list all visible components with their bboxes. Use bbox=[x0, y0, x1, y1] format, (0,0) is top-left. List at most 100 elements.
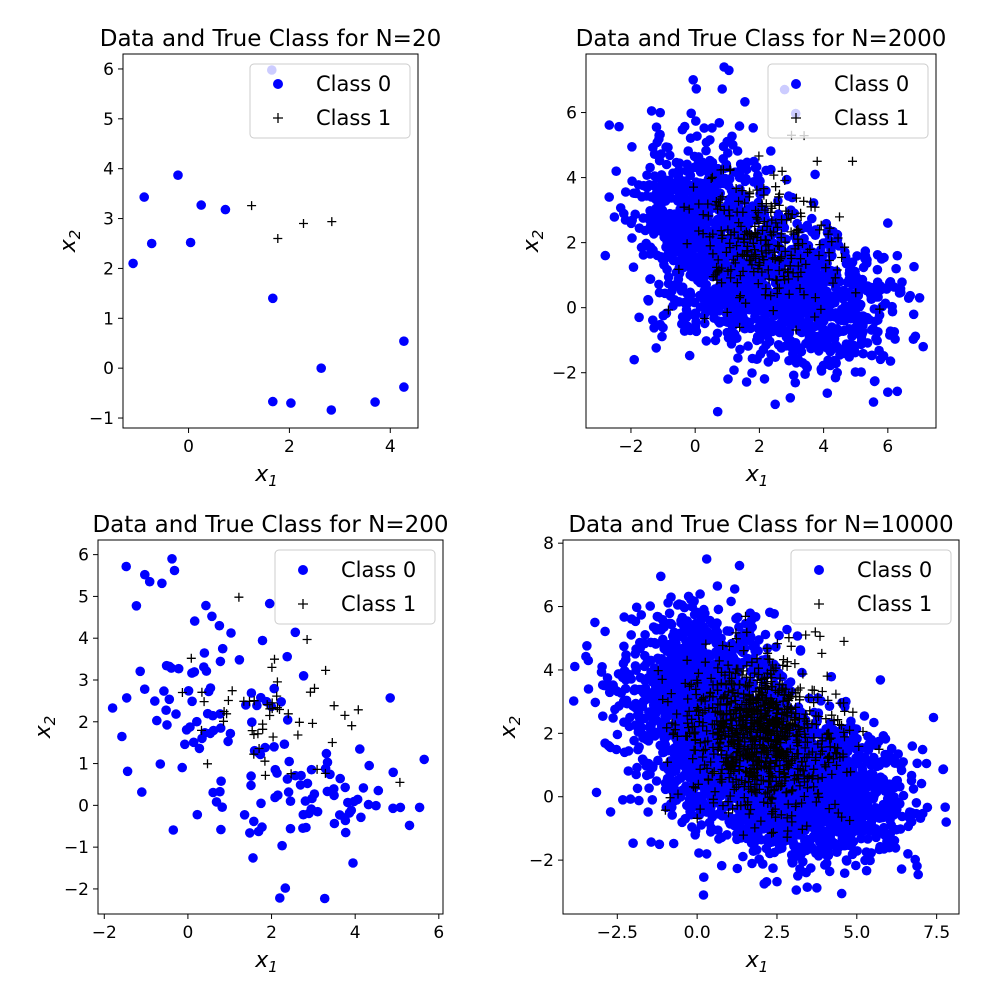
class-0-point bbox=[784, 308, 795, 318]
class-0-point bbox=[815, 287, 825, 298]
class-1-point bbox=[796, 267, 806, 277]
class-0-point bbox=[643, 807, 653, 817]
class-1-point bbox=[770, 199, 780, 208]
class-0-point bbox=[321, 748, 332, 759]
class-0-point bbox=[895, 284, 906, 294]
class-0-point bbox=[869, 376, 880, 387]
class-0-point bbox=[339, 813, 350, 823]
class-0-point bbox=[665, 150, 675, 161]
class-0-point bbox=[695, 589, 705, 599]
class-0-point bbox=[185, 237, 196, 248]
class-0-point bbox=[755, 189, 765, 199]
y-tick-label: 1 bbox=[78, 755, 89, 775]
class-0-point bbox=[131, 601, 142, 611]
class-0-point bbox=[748, 641, 758, 652]
class-0-point bbox=[652, 669, 662, 680]
class-0-point bbox=[663, 272, 674, 282]
class-0-point bbox=[759, 374, 770, 384]
class-0-point bbox=[590, 697, 601, 708]
class-0-point bbox=[878, 351, 889, 361]
class-0-point bbox=[629, 735, 639, 746]
class-0-point bbox=[672, 235, 683, 245]
class-0-point bbox=[648, 245, 658, 255]
legend-label: Class 1 bbox=[834, 106, 909, 130]
class-1-point bbox=[787, 210, 797, 219]
class-1-point bbox=[774, 200, 784, 210]
class-0-point bbox=[890, 334, 900, 344]
scatter-points bbox=[128, 65, 409, 415]
class-1-point bbox=[273, 234, 283, 243]
class-1-point bbox=[682, 239, 692, 249]
class-0-point bbox=[776, 295, 786, 306]
class-1-point bbox=[302, 635, 312, 644]
class-0-point bbox=[268, 293, 278, 304]
class-0-point bbox=[591, 787, 602, 798]
class-0-point bbox=[782, 624, 792, 635]
class-0-point bbox=[799, 254, 809, 265]
class-0-point bbox=[913, 869, 923, 880]
legend-marker-class-1 bbox=[273, 113, 283, 123]
class-0-point bbox=[836, 326, 847, 337]
class-1-point bbox=[716, 226, 726, 236]
class-1-point bbox=[347, 721, 357, 731]
class-0-point bbox=[666, 592, 676, 602]
class-1-point bbox=[700, 314, 710, 323]
class-0-point bbox=[906, 775, 917, 786]
class-0-point bbox=[838, 309, 849, 320]
class-0-point bbox=[282, 715, 293, 725]
class-0-point bbox=[761, 165, 771, 176]
class-0-point bbox=[618, 795, 628, 805]
class-1-point bbox=[791, 325, 801, 335]
class-0-point bbox=[199, 648, 210, 658]
class-1-point bbox=[765, 227, 775, 237]
class-0-point bbox=[239, 810, 250, 820]
class-0-point bbox=[726, 185, 737, 196]
class-0-point bbox=[629, 354, 639, 365]
class-0-point bbox=[714, 834, 724, 844]
class-0-point bbox=[816, 245, 826, 255]
class-1-point bbox=[734, 218, 744, 228]
class-1-point bbox=[254, 744, 264, 753]
x-tick-label: 4 bbox=[818, 437, 829, 457]
class-0-point bbox=[852, 310, 863, 321]
class-0-point bbox=[627, 233, 637, 243]
class-0-point bbox=[643, 693, 653, 704]
class-0-point bbox=[217, 643, 228, 654]
class-1-point bbox=[722, 307, 732, 317]
class-0-point bbox=[885, 356, 896, 366]
class-0-point bbox=[187, 668, 197, 678]
class-1-point bbox=[754, 151, 764, 161]
class-0-point bbox=[636, 242, 647, 253]
class-1-point bbox=[740, 198, 750, 208]
class-0-point bbox=[680, 650, 691, 660]
chart-title: Data and True Class for N=20 bbox=[100, 26, 441, 52]
class-0-point bbox=[719, 316, 730, 327]
class-1-point bbox=[752, 185, 762, 195]
class-0-point bbox=[772, 876, 782, 887]
class-0-point bbox=[806, 329, 816, 340]
class-0-point bbox=[399, 336, 409, 347]
class-0-point bbox=[677, 600, 687, 610]
class-0-point bbox=[161, 705, 171, 715]
class-0-point bbox=[775, 270, 786, 281]
class-0-point bbox=[662, 773, 673, 784]
class-0-point bbox=[880, 298, 891, 309]
class-1-point bbox=[293, 730, 303, 740]
class-1-point bbox=[875, 304, 885, 314]
class-0-point bbox=[717, 84, 727, 94]
class-0-point bbox=[620, 187, 631, 197]
class-0-point bbox=[306, 804, 317, 814]
class-0-point bbox=[678, 701, 688, 711]
class-0-point bbox=[668, 301, 678, 311]
class-0-point bbox=[750, 163, 761, 173]
x-tick-label: 4 bbox=[385, 437, 396, 457]
class-0-point bbox=[655, 107, 665, 118]
class-0-point bbox=[807, 213, 817, 224]
class-1-point bbox=[265, 704, 275, 714]
class-0-point bbox=[600, 250, 611, 261]
legend-marker-class-1 bbox=[791, 113, 801, 123]
class-0-point bbox=[404, 820, 415, 831]
class-0-point bbox=[707, 123, 717, 133]
class-0-point bbox=[137, 787, 147, 797]
class-1-point bbox=[772, 289, 782, 298]
